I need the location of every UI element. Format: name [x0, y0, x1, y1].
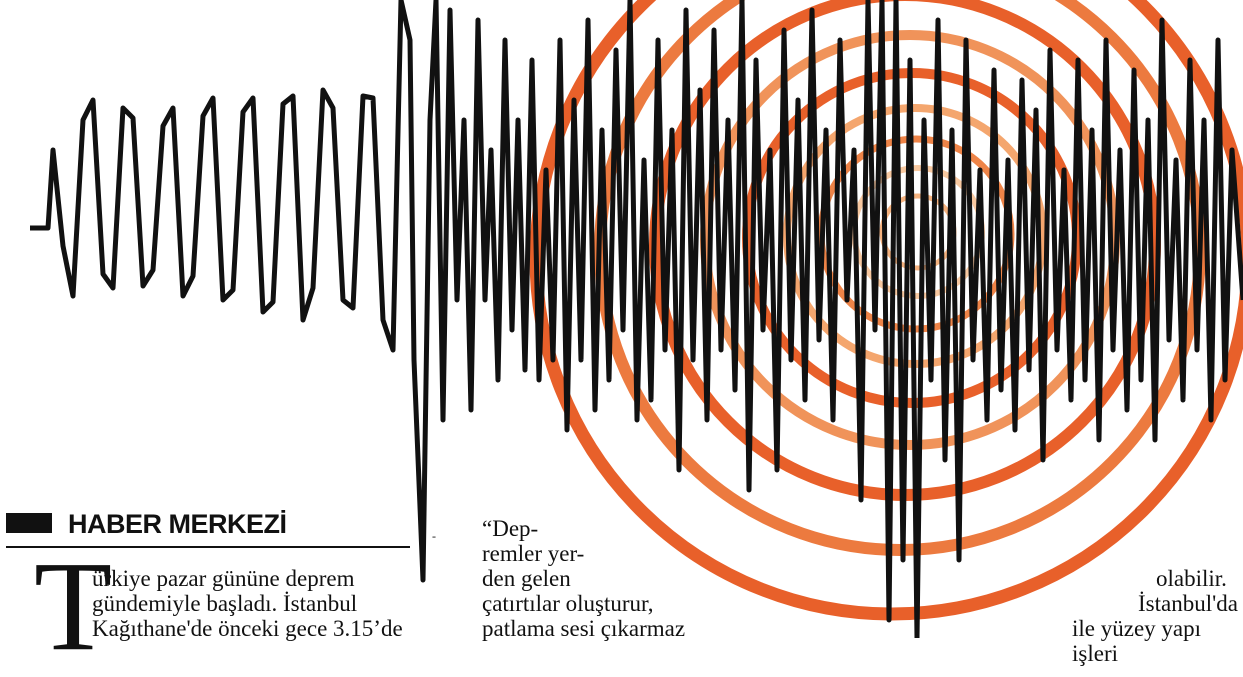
- byline-marker: [6, 513, 52, 533]
- article-line: gündemiyle başladı. İstanbul: [92, 591, 358, 616]
- article-column-2: “Dep-remler yer-den gelen çatırtılar oluş…: [482, 516, 685, 641]
- seismograph-illustration: [30, 0, 1243, 638]
- article-line: ürkiye pazar gününe deprem: [92, 566, 355, 591]
- article-column-3-line: ile yüzey yapı işleri: [1072, 616, 1202, 666]
- article-column-1: ürkiye pazar gününe deprem gündemiyle baş…: [92, 566, 403, 641]
- article-line: remler yer-: [482, 541, 585, 566]
- dash-mark: -: [432, 529, 436, 543]
- article-line: Kağıthane'de önceki gece 3.15’de: [92, 616, 403, 641]
- article-line: patlama sesi çıkarmaz: [482, 616, 686, 641]
- byline-name: HABER MERKEZİ: [68, 509, 287, 539]
- seismograph-wave: [30, 0, 1243, 638]
- article-line: çatırtılar oluşturur,: [482, 591, 654, 616]
- article-column-3-line: olabilir.: [1156, 566, 1227, 591]
- byline: HABER MERKEZİ: [6, 506, 410, 548]
- article-column-3-line: İstanbul'da: [1138, 591, 1238, 616]
- article-line: “Dep-: [482, 516, 539, 541]
- article-line: den gelen: [482, 566, 571, 591]
